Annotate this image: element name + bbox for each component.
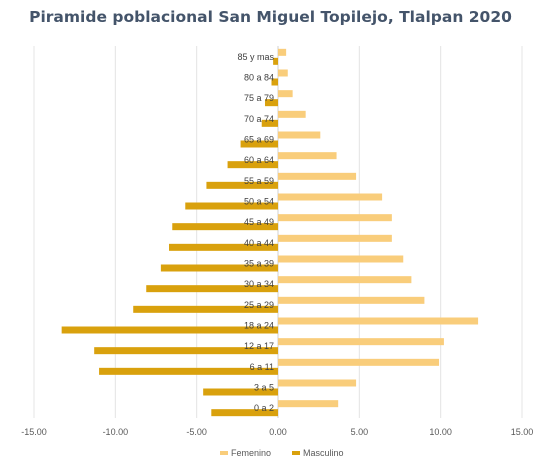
x-axis-ticks: -15.00 -10.00 -5.00 0.00 5.00 10.00 15.00 [21, 427, 533, 437]
bar-masculino [206, 181, 278, 189]
bar-femenino [278, 131, 321, 139]
bar-masculino [61, 326, 278, 334]
legend-swatch [292, 451, 300, 455]
category-label: 45 a 49 [244, 217, 274, 227]
bar-masculino [172, 223, 278, 231]
bar-masculino [264, 99, 278, 107]
bar-masculino [94, 347, 278, 355]
chart-title: Piramide poblacional San Miguel Topilejo… [29, 8, 512, 26]
category-label: 0 a 2 [254, 403, 274, 413]
bar-femenino [278, 48, 287, 56]
bar-femenino [278, 172, 357, 180]
category-label: 85 y mas [237, 52, 274, 62]
bar-femenino [278, 255, 404, 263]
x-tick-label: 10.00 [429, 427, 452, 437]
legend: Femenino Masculino [220, 448, 344, 458]
bar-masculino [203, 388, 278, 396]
x-tick-label: -15.00 [21, 427, 47, 437]
category-label: 30 a 34 [244, 279, 274, 289]
x-tick-label: -10.00 [103, 427, 129, 437]
bar-masculino [240, 140, 278, 148]
bar-masculino [271, 78, 278, 86]
bar-femenino [278, 90, 293, 98]
category-labels: 85 y mas 80 a 84 75 a 79 70 a 74 65 a 69 60 a… [237, 52, 274, 413]
category-label: 50 a 54 [244, 197, 274, 207]
bar-masculino [99, 367, 278, 375]
x-tick-label: -5.00 [186, 427, 207, 437]
category-label: 35 a 39 [244, 259, 274, 269]
bar-masculino [185, 202, 278, 210]
bar-masculino [146, 285, 278, 293]
bar-femenino [278, 317, 479, 325]
category-label: 40 a 44 [244, 238, 274, 248]
bar-masculino [227, 161, 278, 169]
legend-swatch [220, 451, 228, 455]
bar-masculino [169, 243, 278, 251]
bar-masculino [273, 57, 278, 65]
bar-femenino [278, 152, 337, 160]
x-tick-label: 5.00 [351, 427, 369, 437]
bar-femenino [278, 276, 412, 284]
bars [61, 48, 479, 417]
bar-masculino [211, 409, 278, 417]
bar-femenino [278, 69, 288, 77]
bar-femenino [278, 193, 383, 201]
category-label: 70 a 74 [244, 114, 274, 124]
bar-femenino [278, 110, 306, 118]
bar-femenino [278, 234, 392, 242]
bar-femenino [278, 358, 440, 366]
bar-femenino [278, 338, 444, 346]
bar-masculino [160, 264, 278, 272]
legend-label: Femenino [231, 448, 271, 458]
x-tick-label: 0.00 [269, 427, 287, 437]
bar-femenino [278, 400, 339, 408]
category-label: 60 a 64 [244, 155, 274, 165]
category-label: 75 a 79 [244, 93, 274, 103]
category-label: 55 a 59 [244, 176, 274, 186]
category-label: 3 a 5 [254, 383, 274, 393]
category-label: 80 a 84 [244, 73, 274, 83]
bar-masculino [261, 119, 278, 127]
legend-label: Masculino [303, 448, 344, 458]
bar-femenino [278, 296, 425, 304]
category-label: 18 a 24 [244, 321, 274, 331]
category-label: 12 a 17 [244, 341, 274, 351]
x-tick-label: 15.00 [511, 427, 534, 437]
bar-masculino [133, 305, 278, 313]
gridlines [33, 46, 523, 418]
category-label: 25 a 29 [244, 300, 274, 310]
bar-femenino [278, 214, 392, 222]
bar-femenino [278, 379, 357, 387]
category-label: 6 a 11 [250, 362, 274, 372]
category-label: 65 a 69 [244, 135, 274, 145]
